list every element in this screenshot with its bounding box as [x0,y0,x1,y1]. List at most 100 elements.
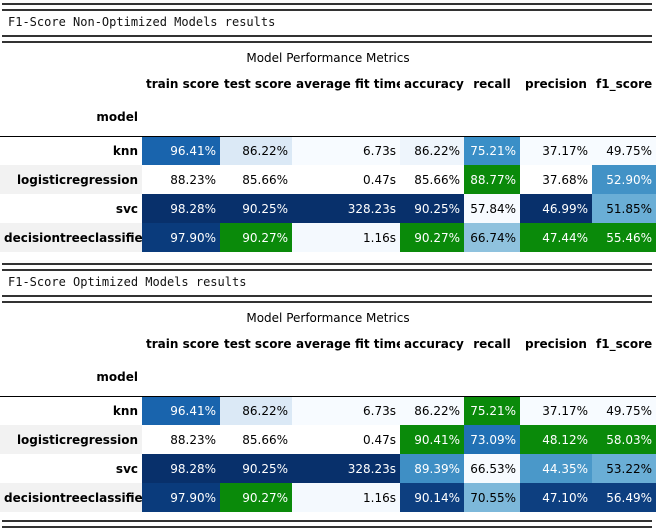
metric-cell: 75.21% [464,395,520,425]
blank-header-cell [0,70,142,98]
metric-cell: 1.16s [292,483,400,512]
metric-cell: 6.73s [292,395,400,425]
separator-line [2,3,652,11]
separator-line [2,263,652,271]
table-row: decisiontreeclassifier 97.90% 90.27% 1.16s 9… [0,223,656,252]
metric-cell: 52.90% [592,165,656,194]
column-header: average fit time [296,77,400,91]
metric-cell: 85.66% [220,425,292,454]
metric-cell: 90.41% [400,425,464,454]
metric-cell: 86.22% [400,395,464,425]
metric-cell: 53.22% [592,454,656,483]
column-header: recall [473,337,511,351]
blank-header-cell [142,358,656,396]
row-label: svc [0,454,142,483]
metric-cell: 44.35% [520,454,592,483]
metric-cell: 328.23s [292,454,400,483]
column-header: test score [224,337,292,351]
table-row: knn 96.41% 86.22% 6.73s 86.22% 75.21% 37.17% 49… [0,395,656,425]
table-row: svc 98.28% 90.25% 328.23s 89.39% 66.53% 44.35%… [0,454,656,483]
section-heading: F1-Score Non-Optimized Models results [8,15,276,29]
metric-cell: 90.27% [400,223,464,252]
table-row: logisticregression 88.23% 85.66% 0.47s 90.41… [0,425,656,454]
table-row: svc 98.28% 90.25% 328.23s 90.25% 57.84% 46.99%… [0,194,656,223]
index-name-header: model [96,369,138,384]
metric-cell: 90.25% [400,194,464,223]
metric-cell: 97.90% [142,483,220,512]
column-header: f1_score [596,337,653,351]
index-name-header: model [96,109,138,124]
metric-cell: 58.03% [592,425,656,454]
metric-cell: 328.23s [292,194,400,223]
metric-cell: 98.28% [142,454,220,483]
blank-header-cell [142,98,656,136]
table-body: knn 96.41% 86.22% 6.73s 86.22% 75.21% 37.17% 49… [0,135,656,252]
metric-cell: 47.44% [520,223,592,252]
metric-cell: 0.47s [292,165,400,194]
metric-cell: 55.46% [592,223,656,252]
metric-cell: 37.17% [520,135,592,165]
metric-cell: 90.25% [220,194,292,223]
column-header: test score [224,77,292,91]
table-caption: Model Performance Metrics [246,51,410,65]
blank-header-cell [0,330,142,358]
metric-cell: 66.74% [464,223,520,252]
metric-cell: 6.73s [292,135,400,165]
metric-cell: 73.09% [464,425,520,454]
metric-cell: 37.17% [520,395,592,425]
row-label: decisiontreeclassifier [0,223,142,252]
column-header: average fit time [296,337,400,351]
metric-cell: 1.16s [292,223,400,252]
row-label: knn [0,135,142,165]
column-header: precision [525,337,587,351]
metric-cell: 86.22% [220,135,292,165]
metric-cell: 46.99% [520,194,592,223]
metric-cell: 89.39% [400,454,464,483]
metric-cell: 90.27% [220,483,292,512]
section-heading: F1-Score Optimized Models results [8,275,247,289]
row-label: knn [0,395,142,425]
metric-cell: 37.68% [520,165,592,194]
metric-cell: 86.22% [400,135,464,165]
metric-cell: 97.90% [142,223,220,252]
column-header: accuracy [404,77,464,91]
metric-cell: 90.25% [220,454,292,483]
row-label: logisticregression [0,425,142,454]
separator-line [2,520,652,528]
metric-cell: 88.23% [142,425,220,454]
metric-cell: 96.41% [142,395,220,425]
metric-cell: 88.77% [464,165,520,194]
table-row: logisticregression 88.23% 85.66% 0.47s 85.66… [0,165,656,194]
metric-cell: 66.53% [464,454,520,483]
row-label: logisticregression [0,165,142,194]
performance-table: Model Performance Metrics train score te… [0,306,656,512]
table-row: knn 96.41% 86.22% 6.73s 86.22% 75.21% 37.17% 49… [0,135,656,165]
column-header: train score [146,337,220,351]
table-row: decisiontreeclassifier 97.90% 90.27% 1.16s 9… [0,483,656,512]
metric-cell: 49.75% [592,135,656,165]
column-header: accuracy [404,337,464,351]
metric-cell: 70.55% [464,483,520,512]
metric-cell: 90.14% [400,483,464,512]
metric-cell: 56.49% [592,483,656,512]
column-header: train score [146,77,220,91]
column-header: precision [525,77,587,91]
metric-cell: 57.84% [464,194,520,223]
column-header: f1_score [596,77,653,91]
row-label: decisiontreeclassifier [0,483,142,512]
metric-cell: 85.66% [220,165,292,194]
metric-cell: 86.22% [220,395,292,425]
metric-cell: 98.28% [142,194,220,223]
metric-cell: 49.75% [592,395,656,425]
separator-line [2,295,652,303]
table-body: knn 96.41% 86.22% 6.73s 86.22% 75.21% 37.17% 49… [0,395,656,512]
row-label: svc [0,194,142,223]
metric-cell: 75.21% [464,135,520,165]
metric-cell: 88.23% [142,165,220,194]
separator-line [2,35,652,43]
metric-cell: 0.47s [292,425,400,454]
metric-cell: 85.66% [400,165,464,194]
metric-cell: 96.41% [142,135,220,165]
metric-cell: 47.10% [520,483,592,512]
performance-table: Model Performance Metrics train score te… [0,46,656,252]
